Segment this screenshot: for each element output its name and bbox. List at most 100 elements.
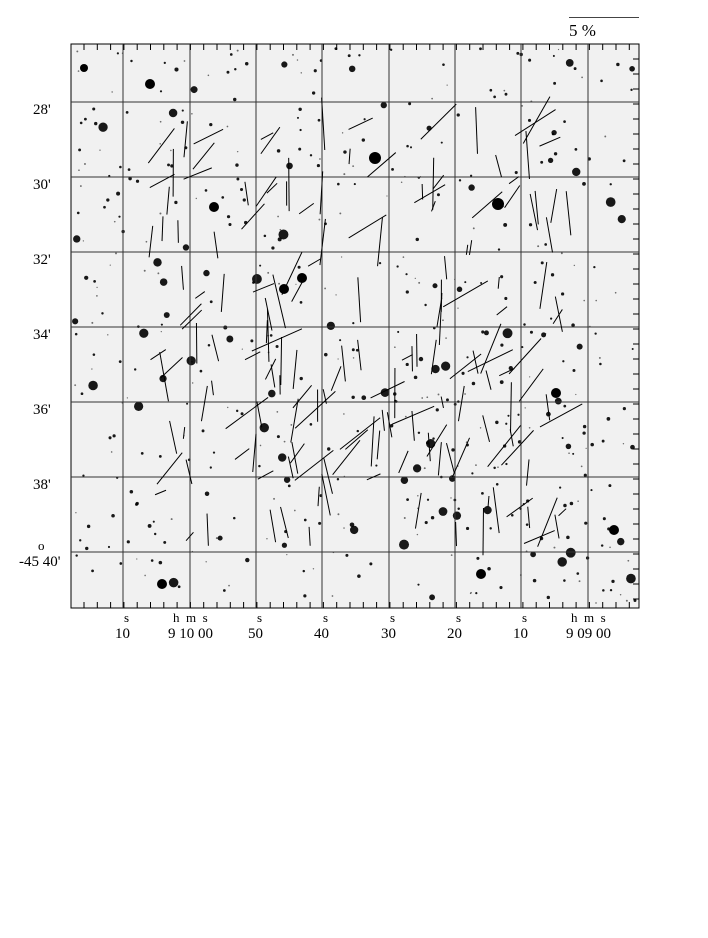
polarization-vector bbox=[545, 217, 554, 253]
polarization-vector bbox=[401, 354, 413, 361]
polarization-vector bbox=[386, 412, 393, 438]
star bbox=[625, 599, 628, 602]
star bbox=[582, 181, 586, 186]
star bbox=[405, 273, 408, 276]
star bbox=[339, 212, 342, 215]
polarization-vector bbox=[332, 440, 361, 476]
star bbox=[436, 193, 440, 197]
star bbox=[159, 278, 168, 286]
star bbox=[606, 417, 611, 421]
ra-label-superscript: h m s bbox=[571, 610, 606, 625]
star bbox=[296, 59, 299, 61]
star bbox=[82, 474, 85, 477]
star bbox=[167, 163, 170, 167]
star bbox=[487, 566, 491, 571]
polarization-vector bbox=[366, 473, 381, 481]
star bbox=[562, 360, 565, 363]
star bbox=[343, 173, 346, 176]
star bbox=[609, 546, 611, 549]
star bbox=[479, 427, 482, 429]
star bbox=[91, 368, 93, 370]
star bbox=[319, 158, 321, 160]
polarization-vector bbox=[154, 489, 167, 496]
star bbox=[595, 602, 597, 604]
polarization-vector bbox=[322, 389, 327, 404]
star bbox=[546, 595, 550, 600]
polarization-vector bbox=[545, 394, 551, 421]
star bbox=[363, 118, 366, 121]
star bbox=[502, 328, 513, 339]
star bbox=[431, 364, 440, 374]
star bbox=[277, 237, 282, 242]
star bbox=[118, 360, 122, 364]
polarization-vector bbox=[457, 385, 465, 422]
star bbox=[386, 195, 388, 197]
star bbox=[356, 429, 359, 433]
star bbox=[529, 330, 533, 334]
star bbox=[295, 283, 297, 285]
polarization-vector bbox=[449, 353, 482, 380]
polarization-vector bbox=[281, 251, 303, 295]
star bbox=[431, 97, 433, 100]
polarization-vector bbox=[381, 409, 385, 431]
star bbox=[74, 332, 78, 336]
star bbox=[75, 512, 77, 514]
star bbox=[303, 518, 307, 522]
star bbox=[119, 562, 123, 565]
polarization-vector bbox=[537, 497, 558, 547]
star bbox=[86, 524, 91, 529]
star bbox=[317, 118, 321, 122]
star bbox=[235, 409, 239, 413]
star bbox=[140, 452, 144, 455]
polarization-vector bbox=[492, 487, 500, 534]
star bbox=[209, 122, 213, 127]
polarization-vector bbox=[554, 514, 560, 539]
star bbox=[441, 361, 451, 371]
star bbox=[524, 407, 526, 409]
star bbox=[203, 269, 210, 277]
polarization-vector bbox=[169, 420, 178, 454]
ra-label-superscript: s bbox=[390, 610, 396, 625]
star bbox=[452, 511, 462, 520]
star bbox=[450, 497, 452, 499]
star bbox=[565, 547, 576, 558]
polarization-vector bbox=[487, 425, 521, 468]
polarization-vector bbox=[211, 380, 214, 396]
star bbox=[79, 185, 82, 187]
star bbox=[353, 183, 356, 186]
star bbox=[244, 62, 249, 66]
polarization-vector bbox=[499, 368, 515, 377]
star bbox=[561, 437, 564, 440]
star bbox=[126, 540, 130, 544]
star bbox=[590, 489, 593, 492]
star bbox=[429, 594, 435, 601]
star bbox=[267, 271, 270, 274]
bright-star bbox=[145, 79, 155, 89]
star bbox=[76, 50, 79, 53]
polarization-vector bbox=[192, 142, 215, 170]
star bbox=[528, 58, 532, 62]
star bbox=[312, 568, 315, 570]
polarization-vector bbox=[496, 306, 508, 316]
polarization-vector bbox=[370, 381, 405, 399]
star bbox=[101, 312, 104, 315]
star bbox=[159, 212, 162, 215]
polarization-vector bbox=[376, 430, 381, 460]
polarization-vector bbox=[421, 184, 424, 200]
axis-ticks bbox=[83, 44, 639, 608]
polarization-vector bbox=[257, 470, 274, 480]
polarization-vector bbox=[220, 273, 225, 312]
star bbox=[82, 240, 85, 242]
star bbox=[83, 162, 86, 165]
star bbox=[250, 339, 254, 343]
star bbox=[547, 157, 554, 164]
star bbox=[240, 188, 244, 192]
polarization-vector bbox=[166, 186, 170, 215]
polarization-vector bbox=[195, 291, 206, 299]
dec-label: 34' bbox=[33, 327, 51, 343]
star bbox=[298, 107, 302, 112]
star bbox=[466, 356, 469, 359]
star bbox=[521, 346, 524, 349]
scale-bar-label: 5 % bbox=[569, 21, 596, 40]
star bbox=[96, 295, 98, 297]
